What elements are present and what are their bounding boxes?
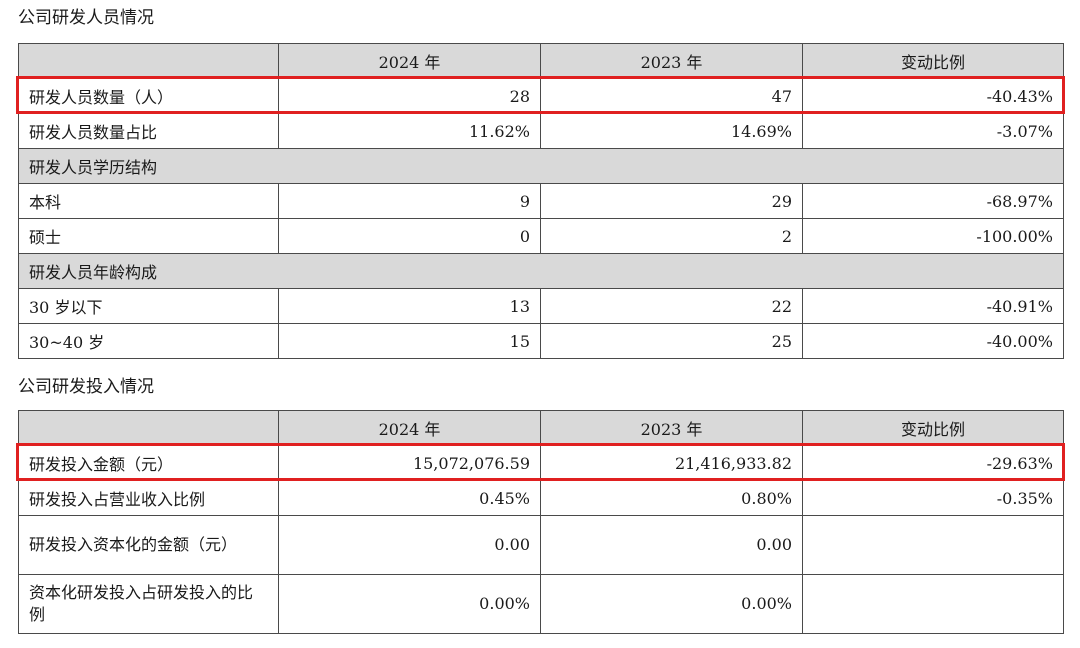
value-2024: 15: [278, 323, 541, 359]
table-row-master: 硕士 0 2 -100.00%: [18, 218, 1064, 254]
investment-section-title: 公司研发投入情况: [18, 377, 154, 397]
value-2024: 0.00%: [278, 574, 541, 634]
table-header-row: 2024 年 2023 年 变动比例: [18, 410, 1064, 446]
row-label: 研发投入资本化的金额（元）: [18, 515, 279, 575]
value-2024: 0.45%: [278, 480, 541, 516]
value-2024: 28: [278, 78, 541, 114]
row-label: 30 岁以下: [18, 288, 279, 324]
row-label: 研发投入金额（元）: [18, 445, 279, 481]
group-label: 研发人员年龄构成: [18, 253, 1064, 289]
header-cell-2024: 2024 年: [278, 410, 541, 446]
value-change: -29.63%: [802, 445, 1064, 481]
header-cell-2023: 2023 年: [540, 43, 803, 79]
value-2024: 9: [278, 183, 541, 219]
table-group-education: 研发人员学历结构: [18, 148, 1064, 184]
table-row-age-under-30: 30 岁以下 13 22 -40.91%: [18, 288, 1064, 324]
value-2024: 0.00: [278, 515, 541, 575]
row-label: 硕士: [18, 218, 279, 254]
table-row-rd-ratio: 研发人员数量占比 11.62% 14.69% -3.07%: [18, 113, 1064, 149]
header-cell-2023: 2023 年: [540, 410, 803, 446]
value-change: -40.00%: [802, 323, 1064, 359]
value-2023: 0.80%: [540, 480, 803, 516]
value-2024: 15,072,076.59: [278, 445, 541, 481]
table-row-capitalized-ratio: 资本化研发投入占研发投入的比例 0.00% 0.00%: [18, 574, 1064, 634]
row-label: 研发人员数量占比: [18, 113, 279, 149]
investment-table: 2024 年 2023 年 变动比例 研发投入金额（元） 15,072,076.…: [18, 410, 1064, 634]
row-label: 30~40 岁: [18, 323, 279, 359]
group-label: 研发人员学历结构: [18, 148, 1064, 184]
value-change: [802, 515, 1064, 575]
value-2024: 0: [278, 218, 541, 254]
value-2023: 25: [540, 323, 803, 359]
table-row-rd-revenue-ratio: 研发投入占营业收入比例 0.45% 0.80% -0.35%: [18, 480, 1064, 516]
header-cell-change: 变动比例: [802, 410, 1064, 446]
value-2023: 14.69%: [540, 113, 803, 149]
value-change: -0.35%: [802, 480, 1064, 516]
value-change: [802, 574, 1064, 634]
value-2023: 21,416,933.82: [540, 445, 803, 481]
value-2023: 0.00%: [540, 574, 803, 634]
table-row-bachelor: 本科 9 29 -68.97%: [18, 183, 1064, 219]
value-change: -3.07%: [802, 113, 1064, 149]
table-row-rd-headcount: 研发人员数量（人） 28 47 -40.43%: [18, 78, 1064, 114]
value-change: -40.43%: [802, 78, 1064, 114]
header-cell-change: 变动比例: [802, 43, 1064, 79]
value-change: -40.91%: [802, 288, 1064, 324]
table-row-age-30-40: 30~40 岁 15 25 -40.00%: [18, 323, 1064, 359]
value-2023: 47: [540, 78, 803, 114]
row-label: 研发人员数量（人）: [18, 78, 279, 114]
value-2023: 2: [540, 218, 803, 254]
value-change: -100.00%: [802, 218, 1064, 254]
value-2023: 0.00: [540, 515, 803, 575]
personnel-table: 2024 年 2023 年 变动比例 研发人员数量（人） 28 47 -40.4…: [18, 43, 1064, 359]
value-2023: 22: [540, 288, 803, 324]
header-cell-2024: 2024 年: [278, 43, 541, 79]
header-cell-empty: [18, 43, 279, 79]
header-cell-empty: [18, 410, 279, 446]
table-row-rd-amount: 研发投入金额（元） 15,072,076.59 21,416,933.82 -2…: [18, 445, 1064, 481]
table-row-capitalized-amount: 研发投入资本化的金额（元） 0.00 0.00: [18, 515, 1064, 575]
personnel-section-title: 公司研发人员情况: [18, 8, 154, 28]
table-header-row: 2024 年 2023 年 变动比例: [18, 43, 1064, 79]
table-group-age: 研发人员年龄构成: [18, 253, 1064, 289]
row-label: 研发投入占营业收入比例: [18, 480, 279, 516]
row-label: 资本化研发投入占研发投入的比例: [18, 574, 279, 634]
value-change: -68.97%: [802, 183, 1064, 219]
value-2024: 11.62%: [278, 113, 541, 149]
row-label: 本科: [18, 183, 279, 219]
value-2023: 29: [540, 183, 803, 219]
value-2024: 13: [278, 288, 541, 324]
